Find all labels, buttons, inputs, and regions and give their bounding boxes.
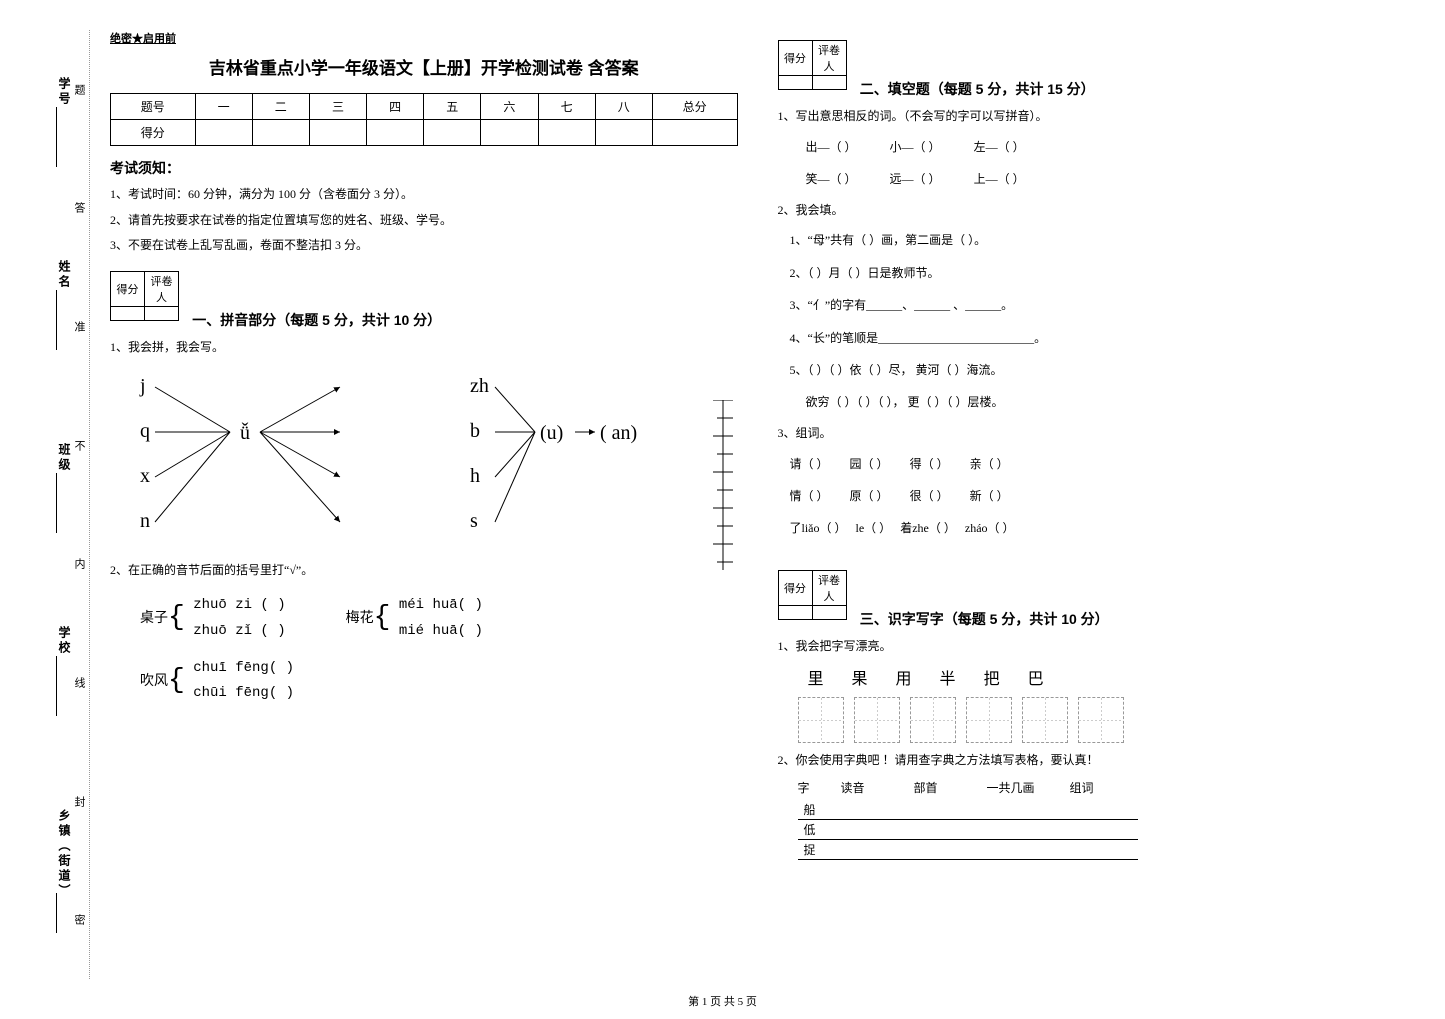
binding-inner-7: 密 (71, 914, 87, 925)
score-box-2: 得分评卷人 (778, 40, 847, 90)
score-header-row: 题号 一 二 三 四 五 六 七 八 总分 (111, 94, 738, 120)
svg-text:ǚ: ǚ (240, 421, 250, 444)
binding-inner-1: 答 (71, 202, 87, 213)
score-h-1: 一 (195, 94, 252, 120)
lookup-row-zhuo: 捉 (798, 840, 1138, 860)
svg-text:(u): (u) (540, 422, 563, 444)
p2-q2-2: 2、（ ）月（ ）日是教师节。 (778, 260, 1406, 286)
part1-title: 一、拼音部分（每题 5 分，共计 10 分） (192, 310, 441, 330)
part2-title: 二、填空题（每题 5 分，共计 15 分） (860, 79, 1095, 99)
writebox (1078, 697, 1124, 743)
lookup-header: 字 读音 部首 一共几画 组词 (798, 778, 1406, 800)
pinyin-chuifeng: 吹风{ chuī fēng( ) chūi fēng( ) (140, 656, 738, 706)
score-b-label: 得分 (111, 120, 196, 146)
score-h-9: 总分 (652, 94, 737, 120)
p2-q2-4: 4、“长”的笔顺是__________________________。 (778, 325, 1406, 351)
writebox (1022, 697, 1068, 743)
score-h-7: 七 (538, 94, 595, 120)
p3-q2: 2、你会使用字典吧 ！请用查字典之方法填写表格，要认真！ (778, 749, 1406, 772)
pinyin-svg: j q x n ǚ zh b h s (u (130, 367, 670, 547)
instr-3: 3、不要在试卷上乱写乱画，卷面不整洁扣 3 分。 (110, 235, 738, 257)
writebox (798, 697, 844, 743)
p2-q2-6: 欲穷（ ）（ ）（ ）， 更（ ）（ ）层楼。 (778, 389, 1406, 415)
svg-text:n: n (140, 510, 150, 532)
binding-inner-4: 内 (71, 558, 87, 569)
svg-text:s: s (470, 510, 478, 532)
svg-text:h: h (470, 465, 480, 487)
writebox-row (798, 697, 1406, 743)
char-row: 里 果 用 半 把 巴 (808, 665, 1406, 689)
pinyin-diagram: j q x n ǚ zh b h s (u (130, 367, 738, 551)
instructions-head: 考试须知： (110, 158, 738, 178)
score-body-row: 得分 (111, 120, 738, 146)
binding-inner-5: 线 (71, 677, 87, 688)
right-column: 得分评卷人 二、填空题（每题 5 分，共计 15 分） 1、写出意思相反的词。（… (758, 30, 1426, 999)
pinyin-choice-row1: 桌子{ zhuō zi ( ) zhuō zǐ ( ) 梅花{ méi huā(… (110, 587, 738, 649)
svg-text:b: b (470, 420, 480, 442)
binding-inner-0: 题 (71, 84, 87, 95)
svg-text:( an): ( an) (600, 422, 637, 444)
score-h-5: 五 (424, 94, 481, 120)
score-table: 题号 一 二 三 四 五 六 七 八 总分 得分 (110, 93, 738, 146)
writebox (854, 697, 900, 743)
p2-pairs-2: 笑—（ ） 远—（ ） 上—（ ） (778, 166, 1406, 192)
svg-text:j: j (139, 375, 146, 397)
part3-header: 得分评卷人 三、识字写字（每题 5 分，共计 10 分） (778, 560, 1406, 629)
exam-title: 吉林省重点小学一年级语文【上册】开学检测试卷 含答案 (110, 54, 738, 79)
part2-header: 得分评卷人 二、填空题（每题 5 分，共计 15 分） (778, 30, 1406, 99)
svg-text:q: q (140, 420, 150, 442)
score-box-1: 得分评卷人 (110, 271, 179, 321)
confidential-marker: 绝密★启用前 (110, 30, 738, 46)
page-footer: 第 1 页 共 5 页 (0, 993, 1445, 1009)
svg-text:zh: zh (470, 375, 489, 397)
p2-q2: 2、我会填。 (778, 199, 1406, 222)
p1-q2: 2、在正确的音节后面的括号里打“√”。 (110, 559, 738, 582)
score-h-3: 三 (309, 94, 366, 120)
lookup-table: 字 读音 部首 一共几画 组词 船 低 捉 (798, 778, 1406, 860)
p2-q2-3: 3、“亻”的字有______、______ 、______。 (778, 292, 1406, 318)
binding-inner-6: 封 (71, 796, 87, 807)
writebox (910, 697, 956, 743)
score-h-0: 题号 (111, 94, 196, 120)
page: 绝密★启用前 吉林省重点小学一年级语文【上册】开学检测试卷 含答案 题号 一 二… (0, 0, 1445, 1019)
writebox (966, 697, 1012, 743)
lookup-row-di: 低 (798, 820, 1138, 840)
p2-q1: 1、写出意思相反的词。（不会写的字可以写拼音）。 (778, 105, 1406, 128)
p2-q2-5: 5、（ ）（ ）依（ ）尽， 黄河（ ）海流。 (778, 357, 1406, 383)
p1-q1: 1、我会拼，我会写。 (110, 336, 738, 359)
instr-1: 1、考试时间：60 分钟，满分为 100 分（含卷面分 3 分）。 (110, 184, 738, 206)
instr-2: 2、请首先按要求在试卷的指定位置填写您的姓名、班级、学号。 (110, 210, 738, 232)
score-h-2: 二 (252, 94, 309, 120)
binding-inner-2: 准 (71, 321, 87, 332)
p2-q2-1: 1、“母”共有（ ）画，第二画是（ ）。 (778, 227, 1406, 253)
p2-q3-r1: 请（ ） 园（ ） 得（ ） 亲（ ） (778, 451, 1406, 477)
score-h-8: 八 (595, 94, 652, 120)
pinyin-zhuozi: 桌子{ zhuō zi ( ) zhuō zǐ ( ) (140, 593, 286, 643)
lookup-row-chuan: 船 (798, 800, 1138, 820)
score-h-6: 六 (481, 94, 538, 120)
p2-q3: 3、组词。 (778, 422, 1406, 445)
pinyin-meihua: 梅花{ méi huā( ) mié huā( ) (346, 593, 483, 643)
part1-header: 得分评卷人 一、拼音部分（每题 5 分，共计 10 分） (110, 261, 738, 330)
binding-inner: 题 答 准 不 内 线 封 密 (70, 30, 88, 979)
center-ruler (713, 400, 733, 570)
p2-pairs-1: 出—（ ） 小—（ ） 左—（ ） (778, 134, 1406, 160)
score-box-3: 得分评卷人 (778, 570, 847, 620)
p2-q3-r3: 了liǎo（ ） le（ ） 着zhe（ ） zháo（ ） (778, 515, 1406, 541)
part3-title: 三、识字写字（每题 5 分，共计 10 分） (860, 609, 1109, 629)
p3-q1: 1、我会把字写漂亮。 (778, 635, 1406, 658)
score-h-4: 四 (367, 94, 424, 120)
p2-q3-r2: 情（ ） 原（ ） 很（ ） 新（ ） (778, 483, 1406, 509)
left-column: 绝密★启用前 吉林省重点小学一年级语文【上册】开学检测试卷 含答案 题号 一 二… (90, 30, 758, 999)
binding-inner-3: 不 (71, 440, 87, 451)
svg-text:x: x (140, 465, 150, 487)
